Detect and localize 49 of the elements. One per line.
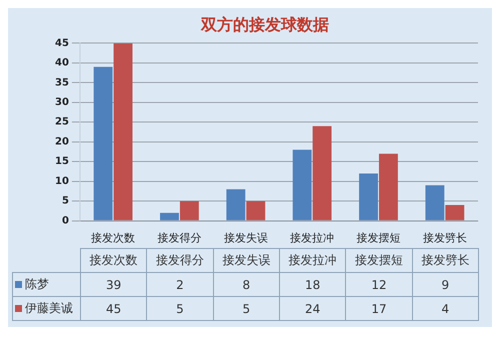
bar — [445, 205, 464, 220]
bar — [94, 66, 113, 220]
legend-label: 陈梦 — [12, 272, 80, 296]
bar — [378, 154, 398, 220]
x-tick-label: 接发失误 — [224, 231, 268, 244]
y-tick-label: 35 — [54, 77, 69, 88]
bar — [312, 126, 332, 220]
bar — [359, 173, 378, 220]
data-label: 9 — [412, 272, 478, 296]
chart-title: 双方的接发球数据 — [200, 14, 329, 34]
y-tick-label: 20 — [54, 136, 69, 148]
y-tick-label: 25 — [54, 116, 69, 128]
data-label: 24 — [279, 296, 346, 320]
data-label: 8 — [213, 272, 280, 296]
bar — [226, 189, 246, 220]
y-tick-label: 30 — [54, 96, 69, 108]
y-tick-label: 5 — [62, 196, 69, 207]
bar — [180, 201, 199, 220]
legend-label: 伊藤美诚 — [12, 296, 80, 320]
data-label: 5 — [213, 296, 280, 320]
data-label: 2 — [146, 272, 214, 296]
x-tick-label: 接发次数 — [91, 231, 136, 244]
data-label: 4 — [412, 296, 478, 320]
data-label: 12 — [346, 272, 412, 296]
y-tick-label: 0 — [62, 215, 69, 226]
data-label: 18 — [279, 272, 346, 296]
bar — [292, 150, 312, 220]
bar — [114, 43, 132, 220]
category-label: 接发摆短 — [354, 253, 403, 267]
x-tick-label: 接发劈长 — [422, 231, 467, 244]
bar — [425, 185, 444, 220]
bar — [160, 212, 179, 220]
category-label: 接发拉冲 — [288, 253, 337, 267]
bar — [246, 201, 266, 220]
category-label: 接发劈长 — [421, 253, 470, 267]
y-tick-label: 10 — [54, 176, 69, 187]
data-label: 5 — [146, 296, 214, 320]
category-label: 接发次数 — [90, 253, 138, 267]
data-label: 45 — [80, 296, 147, 320]
y-tick-label: 40 — [54, 58, 69, 69]
x-tick-label: 接发得分 — [157, 231, 202, 244]
y-tick-label: 15 — [54, 156, 69, 168]
data-label: 39 — [80, 272, 147, 296]
data-label: 17 — [346, 296, 412, 320]
category-label: 接发得分 — [156, 253, 204, 267]
x-tick-label: 接发拉冲 — [290, 231, 334, 244]
x-tick-label: 接发摆短 — [356, 231, 400, 244]
y-tick-label: 45 — [54, 38, 69, 49]
category-label: 接发失误 — [222, 253, 270, 267]
